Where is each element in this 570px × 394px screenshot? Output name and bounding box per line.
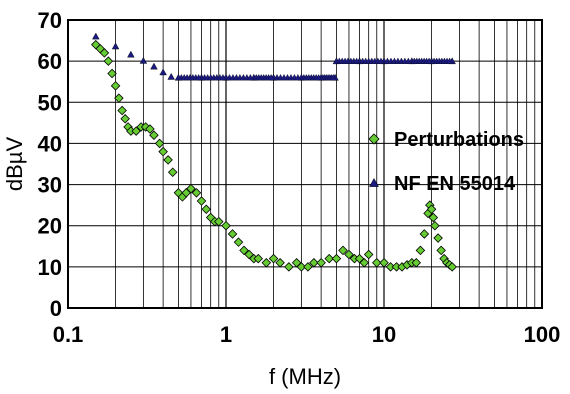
x-tick-label: 1 [220,322,232,347]
legend-label: NF EN 55014 [394,173,516,195]
perturbation-marker [303,262,313,272]
limit-marker [446,57,454,64]
perturbation-marker [428,212,439,223]
perturbation-marker [415,245,426,256]
perturbation-marker [379,257,389,268]
perturbation-marker [131,126,141,136]
perturbation-marker [163,155,173,165]
perturbation-marker [309,257,319,268]
limit-marker [294,74,302,81]
perturbation-marker [149,130,159,140]
limit-marker [377,57,385,64]
x-axis-title: f (MHz) [269,364,341,389]
limit-marker [150,62,158,70]
limit-marker [425,57,433,64]
plot-frame [67,19,543,309]
perturbation-marker [154,138,165,149]
x-tick-label: 10 [372,322,396,347]
y-tick-label: 10 [38,255,62,280]
perturbation-marker [158,146,168,157]
perturbation-marker [338,245,348,256]
y-tick-label: 0 [50,296,62,321]
perturbation-marker [275,257,285,268]
perturbation-marker [359,257,370,268]
y-tick-label: 40 [38,131,62,156]
y-tick-label: 20 [38,214,62,239]
limit-marker [167,72,175,80]
perturbation-marker [239,245,249,256]
legend-label: Perturbations [394,129,524,151]
y-tick-label: 60 [38,49,62,74]
perturbation-marker [107,68,117,79]
perturbation-marker [227,229,238,239]
perturbation-marker [363,249,374,260]
y-tick-label: 50 [38,90,62,115]
perturbation-marker [191,188,202,198]
y-tick-label: 30 [38,173,62,198]
perturbation-marker [233,237,244,247]
limit-marker [267,74,275,81]
limit-marker [315,74,323,81]
plot-area [91,32,457,272]
perturbation-marker [214,216,224,227]
limit-marker [219,74,227,81]
perturbation-marker [284,262,294,272]
perturbation-marker [268,253,279,264]
perturbation-marker [114,93,124,103]
perturbation-marker [436,245,446,256]
legend: Perturbations NF EN 55014 [368,129,524,195]
limit-marker [127,50,135,58]
perturbation-marker [430,220,440,231]
y-axis-title: dBµV [2,137,27,192]
perturbation-marker [324,253,334,264]
legend-marker-limit [369,177,379,187]
tick-labels: 0 10 20 30 40 50 60 70 0.1 1 10 100 [38,8,561,347]
limit-marker [139,56,148,64]
perturbation-marker [426,204,437,215]
perturbation-marker [316,257,326,268]
x-tick-label: 100 [524,322,561,347]
perturbation-marker [145,124,155,134]
perturbation-marker [120,113,130,124]
limit-marker [111,42,120,50]
perturbation-marker [99,48,110,58]
limit-marker [195,74,203,81]
limit-marker [92,32,100,40]
perturbation-marker [167,167,178,177]
perturbation-marker [331,253,342,264]
limit-marker [329,74,337,81]
perturbation-marker [221,220,231,231]
perturbation-marker [103,56,114,66]
perturbation-marker [110,81,121,91]
legend-marker-perturbations [368,133,380,145]
perturbation-marker [186,183,196,194]
perturbation-marker [117,105,127,116]
limit-marker [159,68,167,76]
perturbation-marker [433,233,443,243]
perturbation-marker [253,253,264,264]
y-tick-label: 70 [38,8,62,33]
limit-marker [404,57,412,64]
perturbation-marker [201,204,212,215]
perturbation-marker [296,262,307,272]
perturbation-marker [447,262,457,272]
perturbation-marker [261,257,272,268]
limit-marker [246,74,254,81]
limit-marker [353,57,361,64]
perturbation-marker [411,257,422,268]
perturbation-marker [244,249,254,260]
perturbation-marker [372,257,382,268]
x-tick-label: 0.1 [53,322,84,347]
perturbation-marker [196,196,207,206]
perturbation-marker [344,249,354,260]
perturbation-marker [419,229,430,239]
